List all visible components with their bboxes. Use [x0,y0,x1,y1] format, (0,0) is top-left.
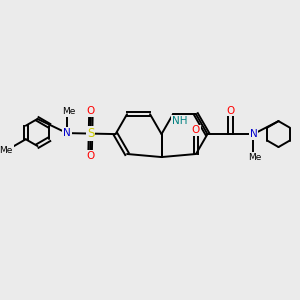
Text: O: O [192,125,200,135]
Text: O: O [226,106,235,116]
Text: NH: NH [172,116,187,126]
Text: O: O [86,151,94,161]
Text: Me: Me [62,107,75,116]
Text: O: O [87,106,95,116]
Text: N: N [63,128,71,138]
Text: Me: Me [0,146,13,155]
Text: Me: Me [248,153,262,162]
Text: S: S [87,127,94,140]
Text: N: N [250,129,257,139]
